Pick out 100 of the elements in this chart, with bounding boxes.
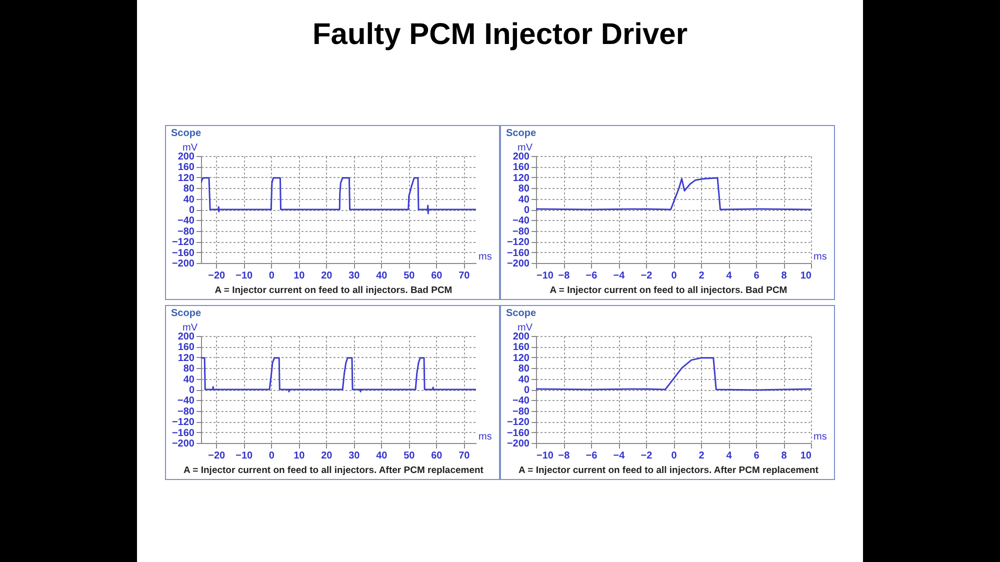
x-tick-label: −2: [640, 450, 653, 462]
x-tick-label: 10: [294, 270, 306, 282]
y-tick-label: −120: [506, 237, 530, 248]
x-tick-label: 2: [698, 270, 705, 282]
x-tick-label: −10: [536, 450, 554, 462]
chart-title: Scope: [171, 128, 202, 139]
text: A = Injector current on feed to all injectors. Bad PCM: [548, 285, 788, 296]
y-tick-label: 160: [512, 162, 530, 174]
line-series: [536, 177, 811, 210]
x-tick-label: 10: [800, 270, 812, 282]
y-axis-title: mV: [182, 142, 198, 154]
x-tick-label: 10: [800, 450, 812, 462]
x-tick-label: −10: [236, 450, 254, 462]
line-series: [536, 357, 811, 391]
y-tick-label: 120: [178, 352, 195, 364]
x-tick-label: −20: [208, 450, 226, 462]
y-tick-label: 0: [524, 205, 530, 216]
y-tick-label: −80: [178, 226, 195, 238]
y-tick-label: 40: [183, 374, 195, 386]
x-axis-title: ms: [478, 432, 492, 442]
x-tick-label: 2: [698, 450, 705, 462]
y-tick-label: 80: [183, 184, 195, 195]
y-tick-label: 40: [183, 194, 195, 206]
y-tick-label: 160: [178, 162, 195, 174]
y-tick-label: −160: [506, 428, 530, 439]
y-tick-label: −120: [506, 417, 530, 428]
x-tick-label: 6: [754, 270, 760, 282]
y-tick-label: 120: [178, 172, 195, 184]
x-tick-label: 30: [348, 270, 360, 282]
x-tick-label: 0: [671, 450, 678, 462]
x-tick-label: −10: [536, 270, 554, 282]
x-tick-label: 0: [268, 270, 275, 282]
x-tick-label: 8: [781, 450, 788, 462]
y-tick-label: −80: [178, 406, 195, 418]
x-tick-label: 20: [321, 450, 333, 462]
x-tick-label: −4: [613, 270, 626, 282]
x-tick-label: 4: [726, 270, 732, 282]
y-tick-label: 40: [518, 374, 530, 386]
x-tick-label: 50: [404, 270, 416, 282]
text: A = Injector current on feed to all injectors. Bad PCM: [214, 285, 454, 296]
x-tick-label: 60: [431, 270, 443, 282]
text: Faulty PCM Injector Driver: [311, 18, 689, 52]
x-tick-label: 70: [458, 450, 470, 462]
text: A = Injector current on feed to all injectors. After PCM replacement: [182, 465, 484, 476]
x-tick-label: 4: [726, 450, 732, 462]
y-tick-label: 0: [524, 385, 530, 396]
y-tick-label: 80: [518, 364, 530, 375]
x-tick-label: −20: [208, 270, 226, 282]
chart-title: Scope: [506, 128, 536, 139]
y-tick-label: 120: [512, 172, 530, 184]
y-tick-label: −200: [506, 258, 530, 270]
y-axis-title: mV: [182, 322, 198, 334]
x-tick-label: 8: [781, 270, 788, 282]
y-tick-label: 200: [178, 332, 195, 342]
x-tick-label: 0: [671, 270, 678, 282]
y-tick-label: −200: [172, 258, 195, 270]
x-tick-label: 6: [754, 450, 760, 462]
line-series: [201, 357, 476, 392]
y-axis-title: mV: [518, 322, 533, 334]
x-tick-label: 30: [348, 450, 360, 462]
chart-title: Scope: [506, 308, 536, 319]
y-axis-title: mV: [518, 142, 533, 154]
y-tick-label: −40: [512, 216, 530, 227]
line-series: [201, 177, 476, 214]
x-tick-label: 0: [268, 450, 275, 462]
x-tick-label: 40: [376, 450, 388, 462]
y-tick-label: 200: [178, 152, 195, 162]
y-tick-label: 160: [512, 342, 530, 354]
y-tick-label: 80: [183, 364, 195, 375]
y-tick-label: −160: [506, 248, 530, 259]
y-tick-label: −40: [178, 216, 195, 227]
text: A = Injector current on feed to all injectors. After PCM replacement: [518, 465, 820, 476]
x-tick-label: −8: [558, 450, 570, 462]
y-tick-label: 200: [512, 152, 530, 162]
y-tick-label: −200: [172, 438, 195, 450]
y-tick-label: 160: [178, 342, 195, 354]
y-tick-label: 80: [518, 184, 530, 195]
y-tick-label: 0: [188, 205, 195, 216]
x-axis-title: ms: [478, 252, 492, 262]
x-tick-label: −6: [586, 450, 598, 462]
x-tick-label: −10: [236, 270, 254, 282]
x-tick-label: 50: [404, 450, 416, 462]
y-tick-label: −120: [172, 417, 195, 428]
y-tick-label: −120: [172, 237, 195, 248]
y-tick-label: −200: [506, 438, 530, 450]
y-tick-label: 0: [188, 385, 195, 396]
x-tick-label: 10: [294, 450, 306, 462]
y-tick-label: 200: [512, 332, 530, 342]
x-tick-label: −2: [640, 270, 653, 282]
y-tick-label: −40: [178, 396, 195, 407]
y-tick-label: −160: [172, 248, 195, 259]
y-tick-label: 120: [512, 352, 530, 364]
x-tick-label: 40: [376, 270, 388, 282]
y-tick-label: −40: [512, 396, 530, 407]
x-tick-label: 60: [431, 450, 443, 462]
x-axis-title: ms: [814, 432, 827, 442]
x-tick-label: −6: [586, 270, 598, 282]
x-tick-label: 20: [321, 270, 333, 282]
x-tick-label: −4: [613, 450, 626, 462]
chart-title: Scope: [171, 308, 202, 319]
